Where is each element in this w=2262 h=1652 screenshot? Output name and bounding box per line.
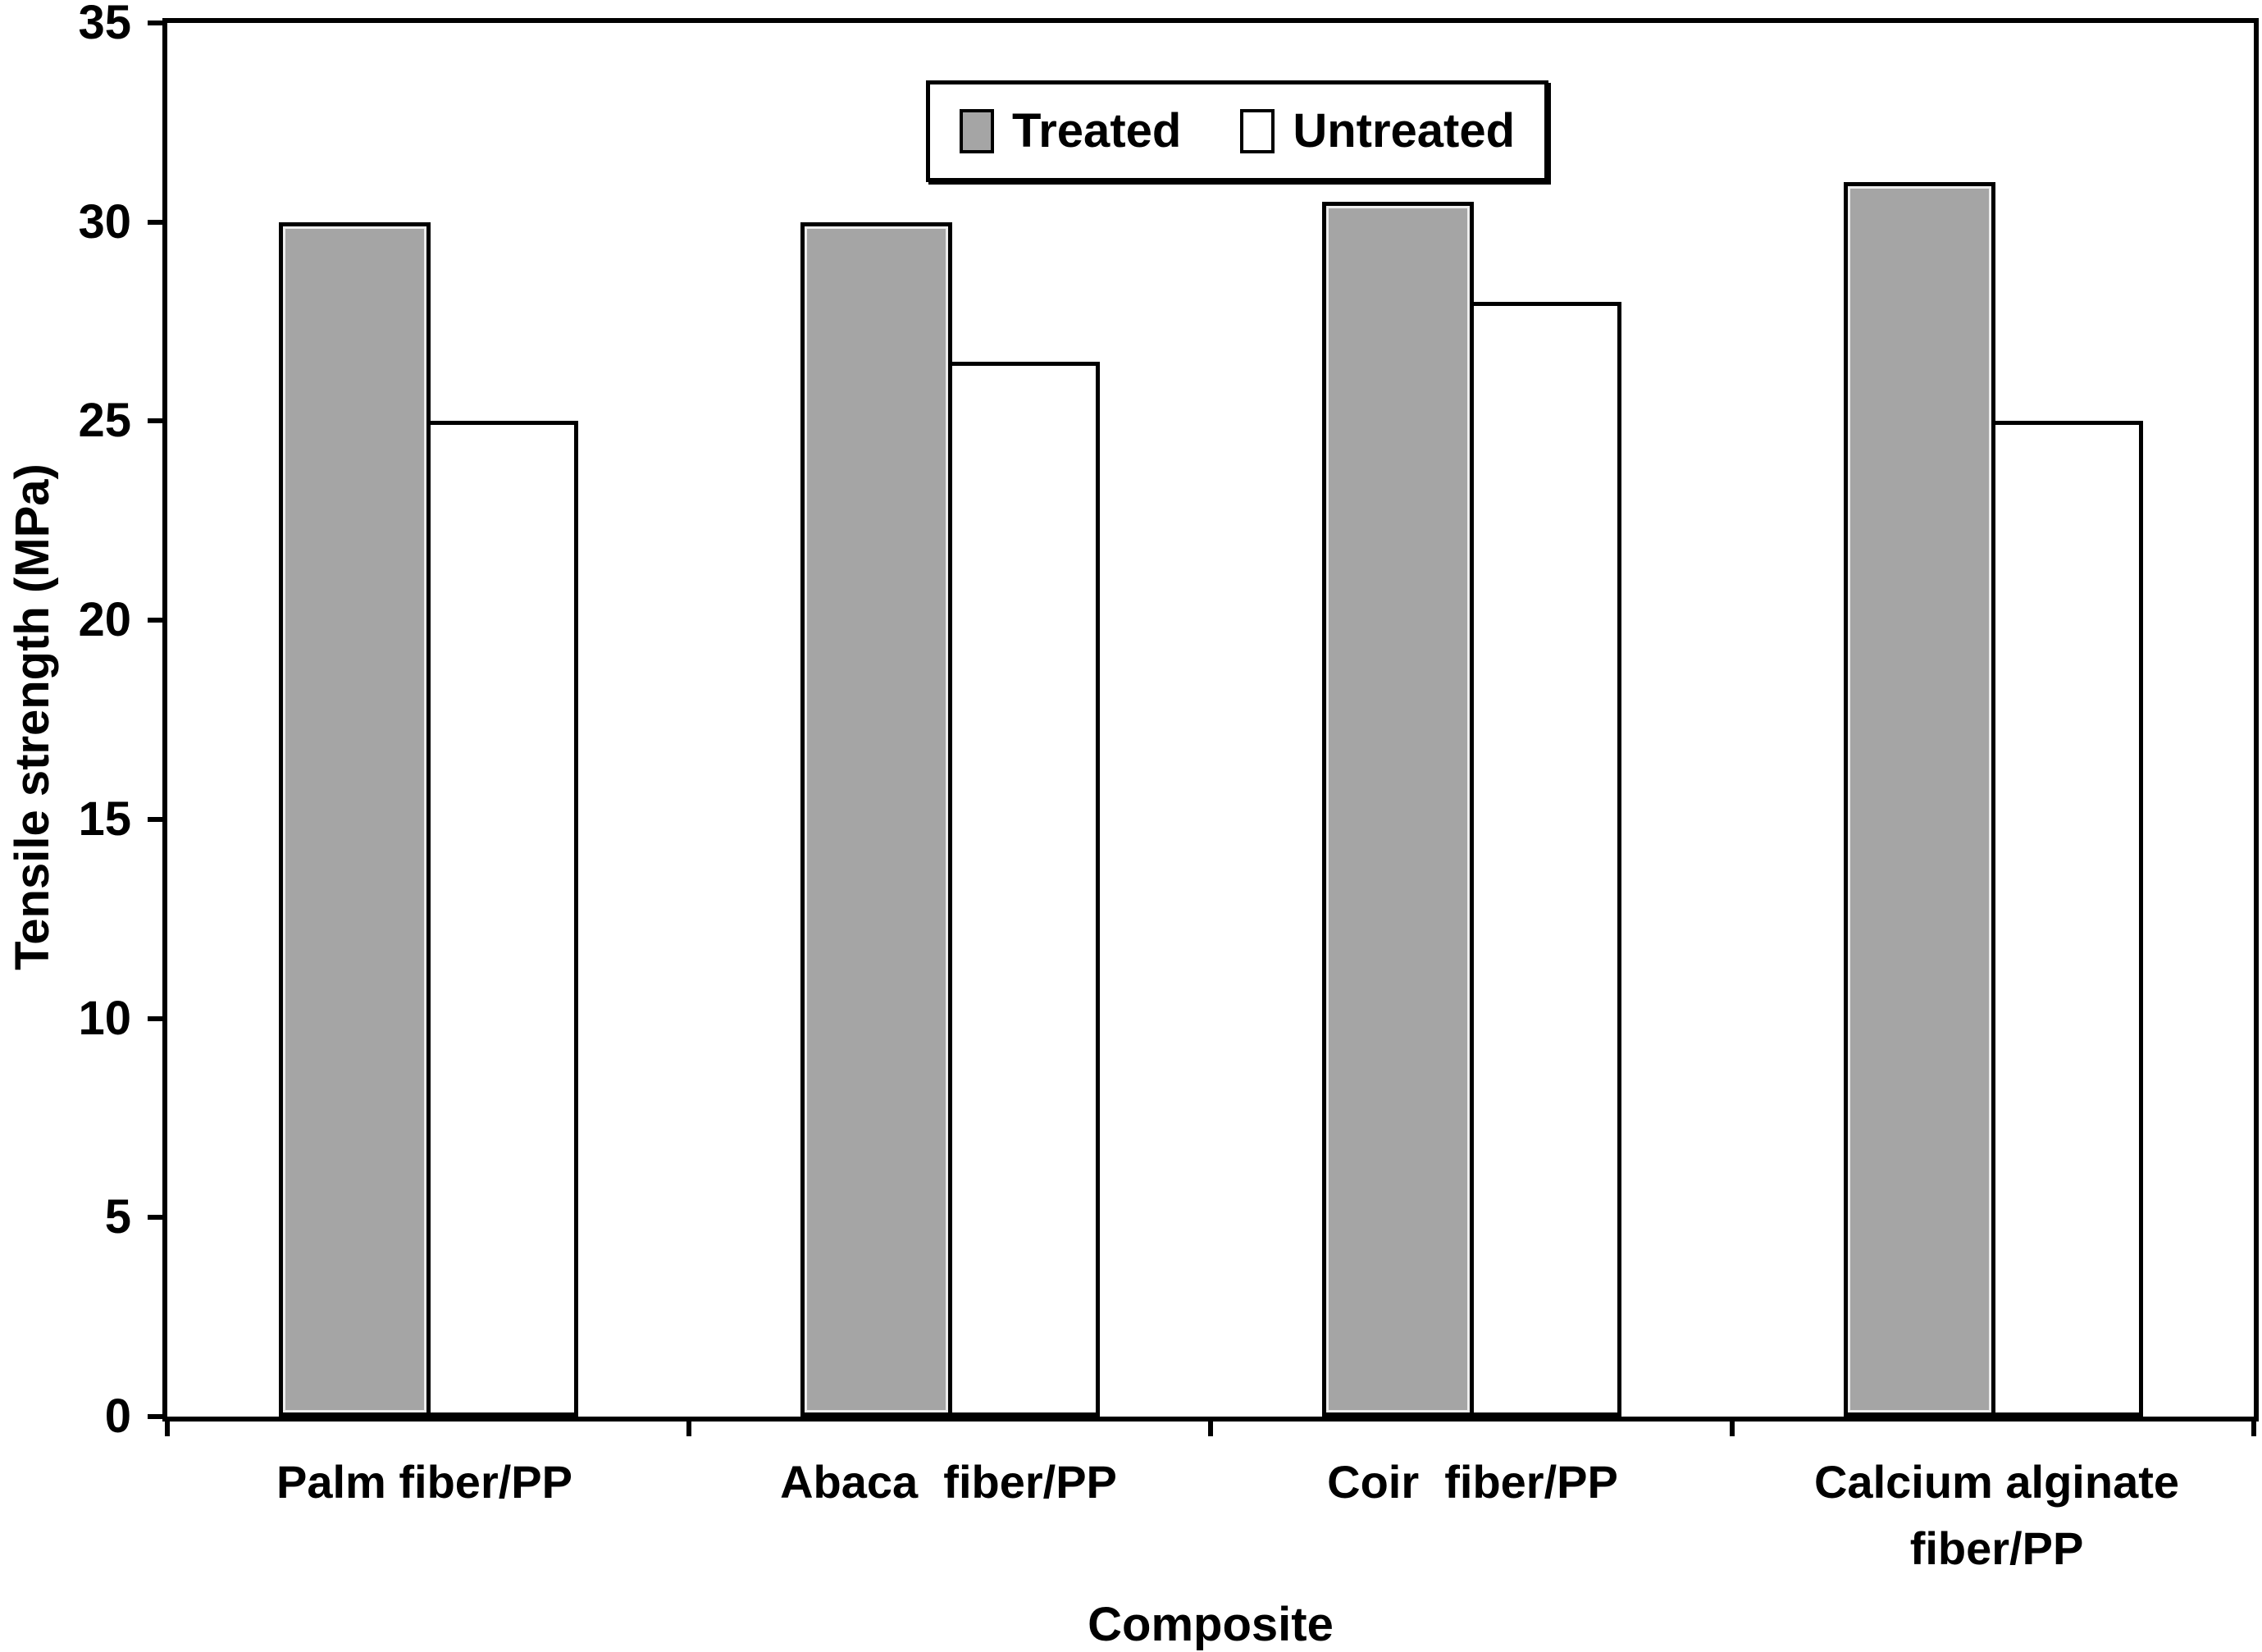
legend-swatch-untreated [1240, 109, 1275, 153]
y-tick-label: 5 [104, 1190, 131, 1244]
y-tick [148, 618, 167, 623]
y-tick-label: 10 [78, 991, 131, 1045]
plot-area: 0 5 10 15 20 25 30 35 [78, 0, 2259, 1440]
legend-swatch-treated [960, 109, 994, 153]
bar-group [1211, 23, 1732, 1417]
bar-group [689, 23, 1211, 1417]
bar-untreated-2 [947, 361, 1100, 1417]
legend-label-untreated: Untreated [1293, 104, 1516, 157]
x-tick [1730, 1417, 1735, 1436]
bar-untreated-3 [1469, 301, 1621, 1417]
category-label: Palm fiber/PP [276, 1456, 573, 1508]
y-tick [148, 1015, 167, 1021]
x-tick [686, 1417, 691, 1436]
y-tick [148, 418, 167, 424]
x-axis-title: Composite [1088, 1598, 1334, 1651]
legend-label-treated: Treated [1012, 104, 1182, 157]
category-label: Calcium alginate fiber/PP [1813, 1456, 2180, 1575]
y-tick-label: 35 [78, 0, 131, 49]
bar-treated-2 [800, 221, 952, 1417]
y-tick [148, 1215, 167, 1221]
y-tick [148, 1414, 167, 1419]
y-tick-label: 25 [78, 394, 131, 448]
y-tick-label: 20 [78, 593, 131, 647]
bar-groups [167, 23, 2254, 1417]
legend-entry-treated: Treated [960, 107, 1181, 155]
y-axis-title: Tensile strength (MPa) [6, 463, 59, 970]
x-tick [165, 1417, 170, 1436]
bar-treated-3 [1321, 202, 1474, 1417]
y-tick-label: 15 [78, 792, 131, 846]
y-tick [148, 219, 167, 225]
x-tick [2251, 1417, 2256, 1436]
y-tick-label: 30 [78, 194, 131, 249]
category-label: Abaca fiber/PP [780, 1456, 1117, 1508]
category-label: Coir fiber/PP [1327, 1456, 1618, 1508]
bar-group [167, 23, 689, 1417]
bar-untreated-4 [1991, 421, 2143, 1417]
x-tick [1208, 1417, 1213, 1436]
y-tick [148, 816, 167, 822]
bar-group [1732, 23, 2254, 1417]
legend: Treated Untreated [926, 80, 1549, 182]
bar-untreated-1 [426, 421, 578, 1417]
bar-treated-4 [1843, 182, 1995, 1417]
y-tick [148, 21, 167, 25]
y-tick-label: 0 [104, 1390, 131, 1443]
legend-entry-untreated: Untreated [1240, 107, 1515, 155]
bar-treated-1 [278, 221, 431, 1417]
x-axis-labels: Palm fiber/PP Abaca fiber/PP Coir fiber/PP… [162, 1449, 2259, 1596]
